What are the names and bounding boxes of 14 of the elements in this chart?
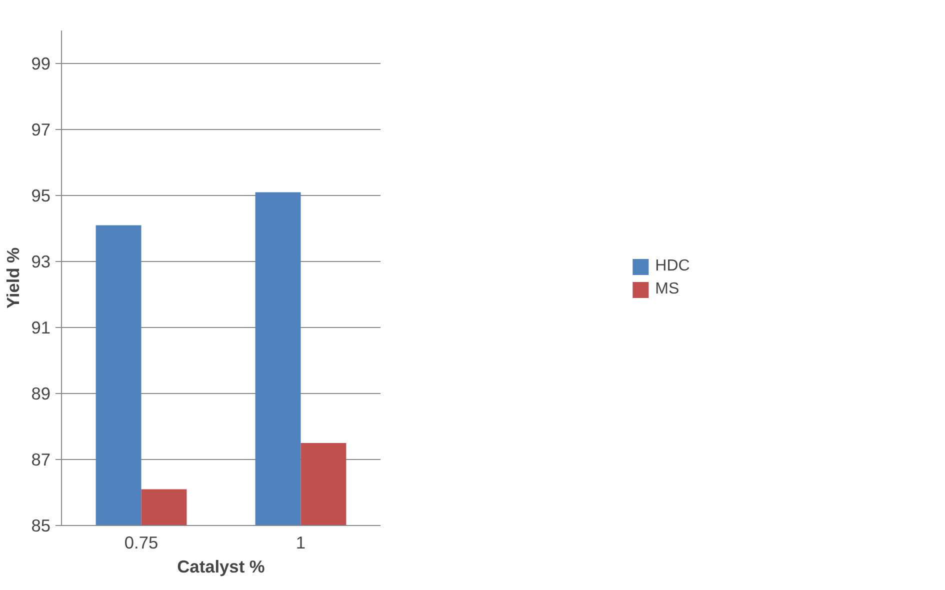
y-tick-label: 87 — [31, 450, 51, 470]
y-tick-label: 93 — [31, 252, 51, 272]
y-tick-label: 99 — [31, 54, 51, 74]
y-tick-label: 89 — [31, 384, 51, 404]
x-tick-label: 0.75 — [124, 532, 158, 552]
y-tick-label: 91 — [31, 318, 51, 338]
y-axis-title: Yield % — [3, 247, 24, 308]
x-axis-title: Catalyst % — [177, 556, 265, 576]
x-tick-label: 1 — [296, 532, 306, 552]
y-tick-label: 97 — [31, 120, 51, 140]
y-tick-label: 95 — [31, 186, 51, 206]
legend-label: MS — [655, 280, 680, 298]
y-tick-label: 85 — [31, 516, 51, 536]
legend-label: HDC — [655, 257, 690, 275]
